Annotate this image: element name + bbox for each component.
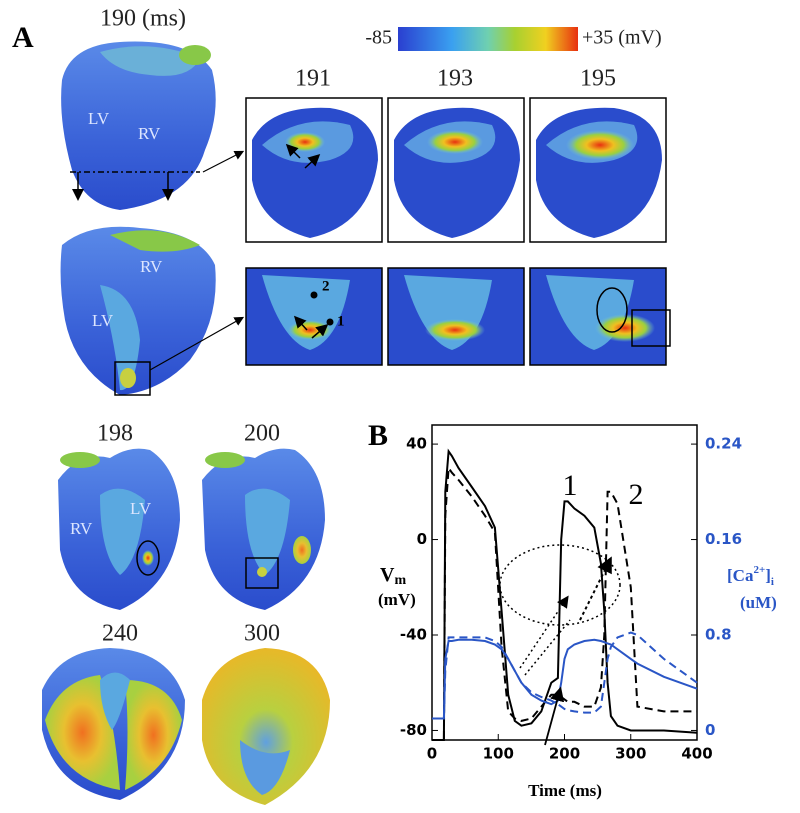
y2-label-close: ] <box>765 566 771 585</box>
y2-label-sup: 2+ <box>753 564 765 576</box>
lv-label: LV <box>130 499 152 518</box>
y2-label-main: [Ca <box>727 566 754 585</box>
frame-label: 300 <box>244 621 280 647</box>
rv-label: RV <box>140 257 163 276</box>
x-tick-label: 300 <box>615 745 646 763</box>
y2-tick-label: 0 <box>705 721 715 739</box>
lv-label: LV <box>92 311 114 330</box>
frame-label: 191 <box>295 66 331 92</box>
colorbar-min: -85 <box>365 27 392 49</box>
annotation: 1 <box>563 469 578 502</box>
heart-cut <box>60 226 245 396</box>
x-tick-label: 400 <box>681 745 712 763</box>
y-tick-label: -80 <box>400 721 427 739</box>
point-label: 1 <box>337 313 345 329</box>
heart-bottom <box>42 448 330 805</box>
point-label: 2 <box>322 278 330 294</box>
y-axis-label: Vm <box>380 564 406 589</box>
y2-axis-unit: (uM) <box>740 593 777 612</box>
frame-label: 193 <box>437 66 473 92</box>
frame-label: 198 <box>97 421 133 447</box>
y-axis-unit: (mV) <box>378 590 416 609</box>
y-tick-label: 0 <box>417 530 427 548</box>
heart-epicardial <box>61 41 245 210</box>
x-tick-label: 200 <box>549 745 580 763</box>
x-tick-label: 0 <box>427 745 437 763</box>
y-label-main: V <box>380 564 395 586</box>
frame-label: 240 <box>102 621 138 647</box>
lv-label: LV <box>88 109 110 128</box>
frame-label: 195 <box>580 66 616 92</box>
rv-label: RV <box>70 519 93 538</box>
x-axis-label: Time (ms) <box>528 781 602 800</box>
y2-tick-label: 0.24 <box>705 435 742 453</box>
annotation-shapes <box>499 544 621 746</box>
y2-tick-label: 0.16 <box>705 530 742 548</box>
colorbar-max: +35 (mV) <box>582 27 662 49</box>
y2-tick-label: 0.8 <box>705 626 732 644</box>
series-line <box>432 448 698 741</box>
panel-label: A <box>12 21 34 54</box>
series-line <box>432 631 698 720</box>
y2-axis-label: [Ca2+]i <box>727 564 774 588</box>
annotation: 2 <box>629 478 644 511</box>
frame-label: 200 <box>244 421 280 447</box>
series-line <box>432 638 698 720</box>
x-tick-label: 100 <box>483 745 514 763</box>
time-label: 190 (ms) <box>100 6 186 32</box>
rv-label: RV <box>138 124 161 143</box>
frame-row-2 <box>245 267 671 366</box>
y2-label-sub: i <box>771 576 774 588</box>
frame-row-1 <box>245 97 667 243</box>
y-tick-label: 40 <box>406 435 427 453</box>
y-tick-label: -40 <box>400 626 427 644</box>
panel-label: B <box>368 419 388 452</box>
y-label-sub: m <box>394 573 406 588</box>
colorbar <box>398 27 578 51</box>
